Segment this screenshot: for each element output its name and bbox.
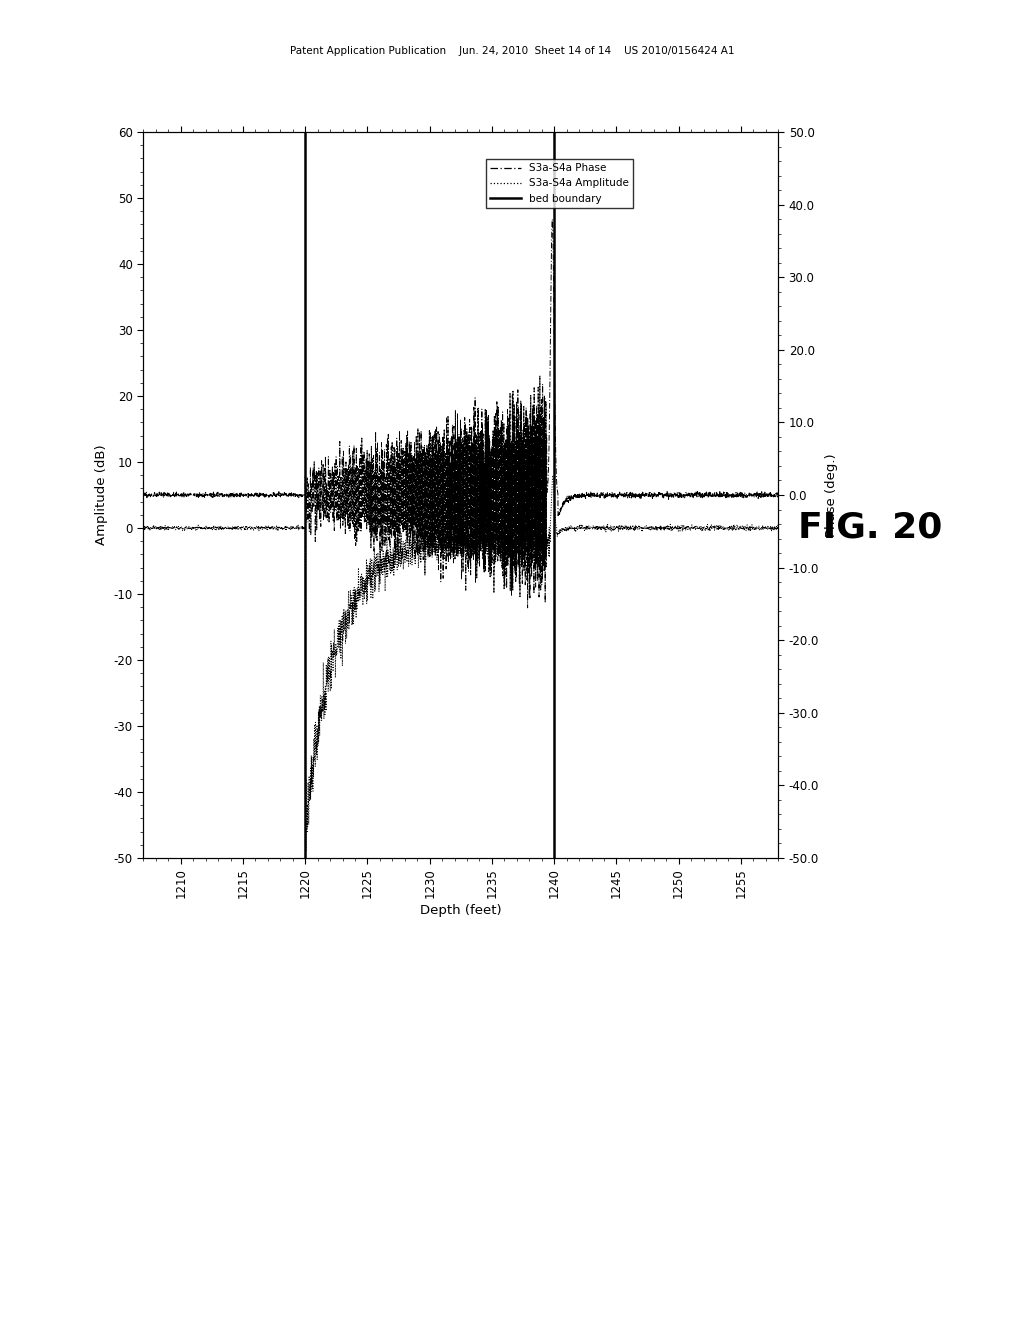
Line: S3a-S4a Phase: S3a-S4a Phase xyxy=(143,219,778,607)
S3a-S4a Phase xyxy=(691,484,703,500)
bed boundary xyxy=(299,513,311,529)
S3a-S4a Amplitude xyxy=(772,523,784,539)
S3a-S4a Phase xyxy=(137,487,150,503)
S3a-S4a Amplitude xyxy=(409,544,421,560)
S3a-S4a Amplitude xyxy=(547,467,559,483)
S3a-S4a Phase xyxy=(248,488,260,504)
S3a-S4a Amplitude xyxy=(760,521,772,537)
S3a-S4a Phase xyxy=(772,486,784,502)
Y-axis label: Amplitude (dB): Amplitude (dB) xyxy=(95,445,109,545)
S3a-S4a Phase xyxy=(546,211,558,227)
S3a-S4a Amplitude xyxy=(299,846,311,862)
X-axis label: Depth (feet): Depth (feet) xyxy=(420,904,502,917)
S3a-S4a Amplitude xyxy=(248,523,260,539)
S3a-S4a Phase xyxy=(409,479,421,495)
S3a-S4a Phase xyxy=(521,599,534,615)
Legend: S3a-S4a Phase, S3a-S4a Amplitude, bed boundary: S3a-S4a Phase, S3a-S4a Amplitude, bed bo… xyxy=(485,158,634,207)
S3a-S4a Amplitude xyxy=(210,519,222,535)
S3a-S4a Phase xyxy=(760,484,772,500)
S3a-S4a Phase xyxy=(381,519,393,535)
Y-axis label: Phase (deg.): Phase (deg.) xyxy=(824,453,838,537)
Text: FIG. 20: FIG. 20 xyxy=(799,511,942,545)
S3a-S4a Amplitude xyxy=(691,519,703,535)
S3a-S4a Amplitude xyxy=(381,528,393,544)
S3a-S4a Amplitude xyxy=(137,521,150,537)
bed boundary xyxy=(299,520,311,536)
Line: S3a-S4a Amplitude: S3a-S4a Amplitude xyxy=(143,475,778,854)
Text: Patent Application Publication    Jun. 24, 2010  Sheet 14 of 14    US 2010/01564: Patent Application Publication Jun. 24, … xyxy=(290,46,734,57)
S3a-S4a Phase xyxy=(210,487,222,503)
